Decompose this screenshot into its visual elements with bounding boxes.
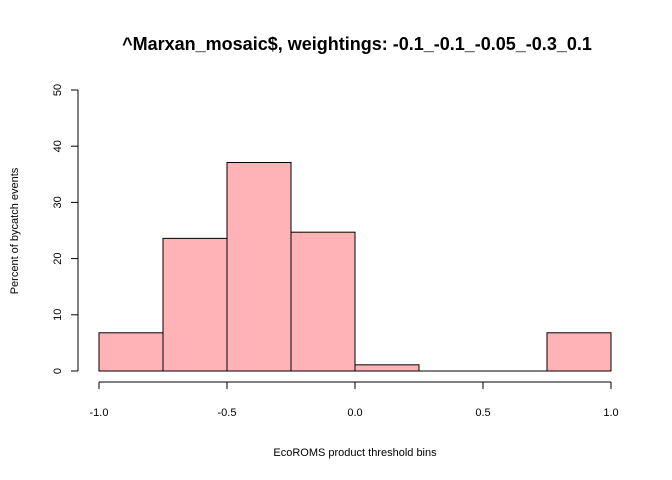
histogram-bar — [98, 332, 164, 372]
x-tick-label: 0.0 — [347, 407, 362, 419]
histogram-bar — [226, 161, 292, 372]
y-tick-label: 30 — [52, 196, 64, 208]
histogram-bar — [162, 237, 228, 372]
x-tick-label: -0.5 — [218, 407, 237, 419]
y-axis: 0 10 20 30 40 50 — [52, 84, 79, 374]
bars-group — [98, 161, 612, 372]
y-tick-label: 0 — [52, 368, 64, 374]
x-axis-label: EcoROMS product threshold bins — [273, 447, 437, 459]
x-tick-label: 0.5 — [475, 407, 490, 419]
histogram-bar — [546, 332, 612, 372]
chart-title: ^Marxan_mosaic$, weightings: -0.1_-0.1_-… — [122, 34, 592, 54]
y-tick-label: 50 — [52, 84, 64, 96]
y-axis-label: Percent of bycatch events — [9, 167, 21, 294]
x-tick-label: -1.0 — [90, 407, 109, 419]
y-tick-label: 10 — [52, 309, 64, 321]
histogram-bar — [354, 364, 420, 372]
x-tick-label: 1.0 — [603, 407, 618, 419]
y-tick-label: 20 — [52, 252, 64, 264]
x-axis: -1.0 -0.5 0.0 0.5 1.0 — [90, 381, 619, 419]
histogram-bar — [290, 231, 356, 372]
y-tick-label: 40 — [52, 140, 64, 152]
